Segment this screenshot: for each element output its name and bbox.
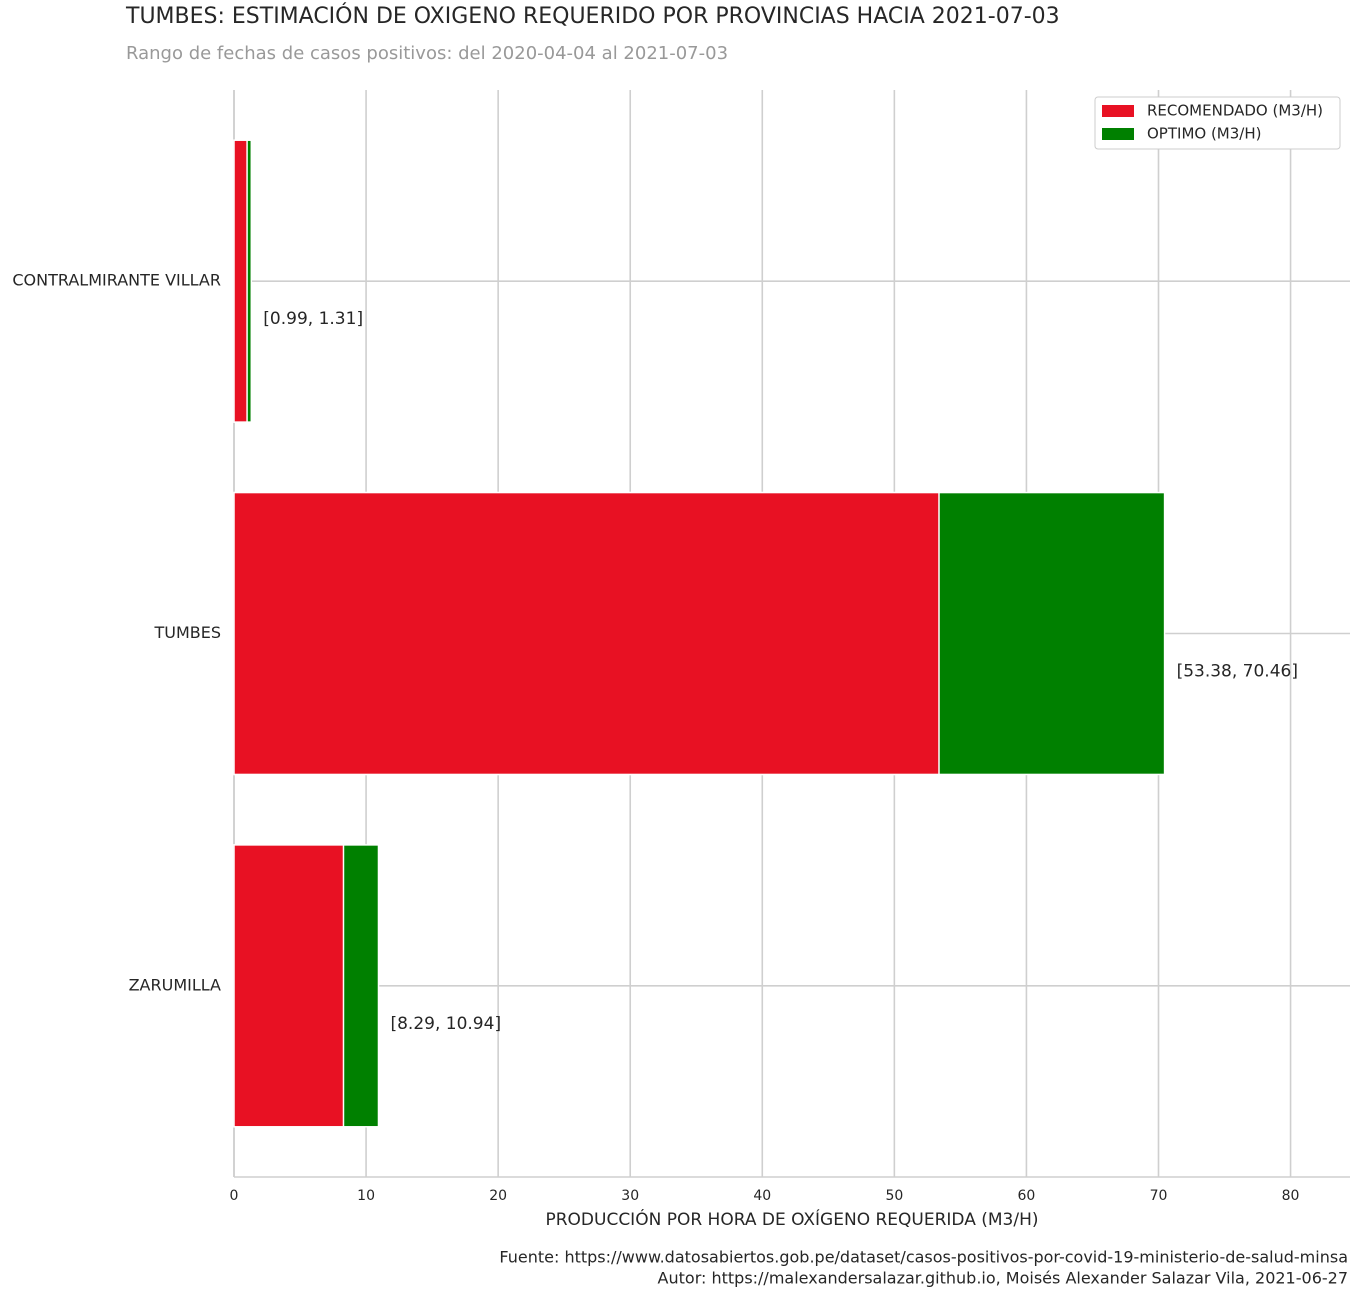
legend-swatch [1102,105,1134,117]
bar [233,139,248,423]
legend-label: OPTIMO (M3/H) [1147,125,1261,143]
chart-title: TUMBES: ESTIMACIÓN DE OXIGENO REQUERIDO … [125,3,1060,29]
x-tick-label: 20 [489,1188,507,1204]
legend-label: RECOMENDADO (M3/H) [1147,102,1323,120]
value-label: [53.38, 70.46] [1177,662,1298,682]
x-tick-label: 70 [1150,1188,1168,1204]
y-tick-label: TUMBES [153,623,221,642]
x-tick-label: 10 [357,1188,375,1204]
x-axis-label: PRODUCCIÓN POR HORA DE OXÍGENO REQUERIDA… [545,1208,1038,1230]
x-tick-label: 60 [1018,1188,1036,1204]
x-tick-label: 0 [230,1188,239,1204]
legend: RECOMENDADO (M3/H) OPTIMO (M3/H) [1094,96,1341,150]
y-tick-label: ZARUMILLA [129,975,221,994]
source-note: Fuente: https://www.datosabiertos.gob.pe… [499,1248,1348,1267]
chart-subtitle: Rango de fechas de casos positivos: del … [126,43,728,64]
bar [233,491,940,776]
x-tick-label: 80 [1282,1188,1300,1204]
legend-box [1094,96,1341,150]
author-note: Autor: https://malexandersalazar.github.… [658,1269,1348,1288]
y-tick-label: CONTRALMIRANTE VILLAR [12,271,221,290]
value-label: [0.99, 1.31] [263,309,363,329]
bar [233,844,345,1128]
legend-swatch [1102,128,1134,140]
x-tick-label: 30 [621,1188,639,1204]
x-tick-label: 40 [753,1188,771,1204]
x-tick-label: 50 [885,1188,903,1204]
value-label: [8.29, 10.94] [390,1014,501,1034]
